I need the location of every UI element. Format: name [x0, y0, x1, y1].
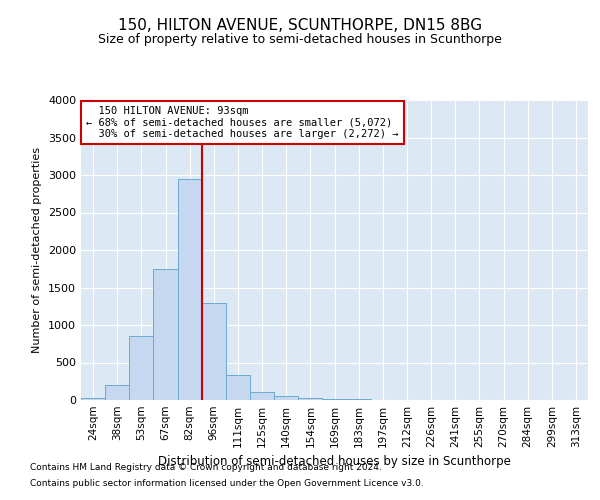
- Text: Contains HM Land Registry data © Crown copyright and database right 2024.: Contains HM Land Registry data © Crown c…: [30, 464, 382, 472]
- Bar: [298, 398, 322, 400]
- Bar: [178, 179, 202, 400]
- Text: 150 HILTON AVENUE: 93sqm
← 68% of semi-detached houses are smaller (5,072)
  30%: 150 HILTON AVENUE: 93sqm ← 68% of semi-d…: [86, 106, 398, 139]
- Text: 150, HILTON AVENUE, SCUNTHORPE, DN15 8BG: 150, HILTON AVENUE, SCUNTHORPE, DN15 8BG: [118, 18, 482, 32]
- Y-axis label: Number of semi-detached properties: Number of semi-detached properties: [32, 147, 43, 353]
- Bar: [250, 392, 274, 400]
- Bar: [202, 302, 226, 400]
- Bar: [81, 398, 105, 400]
- Text: Contains public sector information licensed under the Open Government Licence v3: Contains public sector information licen…: [30, 478, 424, 488]
- Bar: [129, 336, 154, 400]
- Bar: [154, 269, 178, 400]
- X-axis label: Distribution of semi-detached houses by size in Scunthorpe: Distribution of semi-detached houses by …: [158, 456, 511, 468]
- Text: Size of property relative to semi-detached houses in Scunthorpe: Size of property relative to semi-detach…: [98, 32, 502, 46]
- Bar: [226, 374, 250, 400]
- Bar: [105, 385, 129, 400]
- Bar: [322, 399, 347, 400]
- Bar: [274, 396, 298, 400]
